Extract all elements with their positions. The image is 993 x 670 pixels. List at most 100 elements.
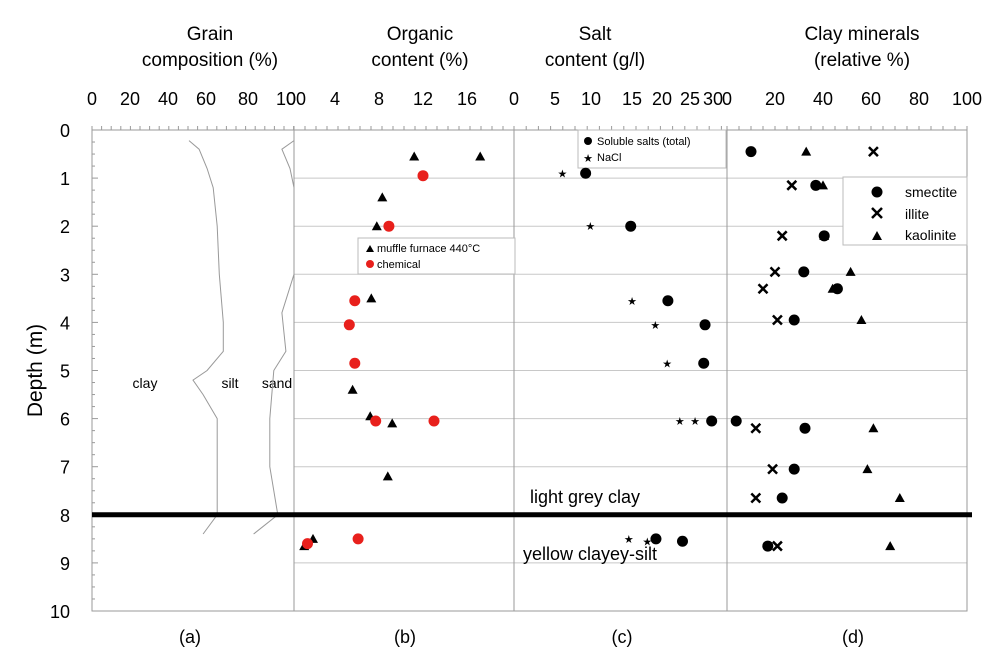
boundary-label-below: yellow clayey-silt [523, 544, 657, 564]
series-muffle-furnace-440-c [299, 151, 486, 551]
series-nacl: ★ ★ ★ ★ ★ ★ ★ ★ ★ [557, 168, 700, 548]
star-point: ★ [627, 296, 637, 308]
legend-x-icon [871, 207, 883, 219]
legend-star-icon: ★ [583, 153, 593, 165]
legend-circle-icon [584, 137, 592, 145]
x-tick-label: 10 [581, 89, 601, 109]
x-tick-label: 30 [703, 89, 723, 109]
circle-point [699, 319, 711, 331]
x-tick-label: 12 [413, 89, 433, 109]
y-tick-label: 2 [60, 217, 70, 237]
boundary-line [188, 140, 224, 535]
star-point: ★ [642, 536, 652, 548]
x-tick-label: 20 [652, 89, 672, 109]
legend-label: chemical [377, 259, 420, 271]
triangle-point [409, 151, 420, 161]
x-point [769, 266, 781, 278]
circle-point [788, 463, 800, 475]
legend-label: Soluble salts (total) [597, 136, 691, 148]
panel-d: Clay minerals (relative %) 0 20 40 60 80 100 (d)… [722, 24, 982, 647]
x-tick-label: 100 [952, 89, 982, 109]
zone-label: silt [221, 375, 238, 391]
triangle-point [475, 151, 486, 161]
triangle-point [868, 423, 879, 433]
circle-point [776, 492, 788, 504]
circle-point [302, 538, 313, 550]
circle-point [788, 314, 800, 326]
circle-point [730, 415, 742, 427]
y-tick-label: 9 [60, 554, 70, 574]
depth-axis: 0 1 2 3 4 5 6 7 8 9 10 Depth (m) [24, 121, 968, 622]
x-tick-label: 16 [457, 89, 477, 109]
x-tick-label: 100 [276, 89, 306, 109]
boundary-label-above: light grey clay [530, 487, 640, 507]
x-tick-label: 0 [87, 89, 97, 109]
legend-box [842, 176, 968, 246]
panel-letter: (a) [179, 627, 201, 647]
circle-point [370, 415, 382, 427]
x-tick-label: 80 [238, 89, 258, 109]
x-tick-label: 8 [374, 89, 384, 109]
legend-label: smectite [905, 184, 957, 200]
y-tick-label: 4 [60, 313, 70, 333]
circle-point [352, 533, 364, 545]
x-tick-label: 60 [861, 89, 881, 109]
triangle-point [371, 221, 382, 231]
triangle-point [827, 283, 838, 293]
triangle-point [366, 293, 377, 303]
x-tick-label: 80 [909, 89, 929, 109]
circle-point [706, 415, 718, 427]
legend-triangle-icon [366, 245, 374, 252]
y-axis-label: Depth (m) [24, 324, 47, 417]
series-kaolinite [801, 146, 905, 551]
triangle-point [845, 266, 856, 276]
panel-title: Organic [387, 24, 454, 45]
panel-title: Clay minerals [804, 24, 919, 45]
circle-point [762, 540, 774, 552]
circle-point [625, 220, 637, 232]
zone-label: sand [262, 375, 292, 391]
triangle-point [818, 180, 828, 190]
circle-point [798, 266, 810, 278]
y-tick-label: 1 [60, 169, 70, 189]
x-point [868, 146, 879, 158]
circle-point [343, 319, 355, 331]
panel-letter: (b) [394, 627, 416, 647]
legend: smectite illite kaolinite [842, 176, 968, 246]
triangle-point [382, 471, 393, 481]
triangle-point [801, 146, 812, 156]
panel-title: content (g/l) [545, 50, 645, 71]
triangle-point [862, 464, 873, 474]
series-illite [750, 146, 879, 552]
x-tick-label: 20 [120, 89, 140, 109]
legend-label: muffle furnace 440°C [377, 243, 480, 255]
x-tick-label: 0 [286, 89, 296, 109]
legend-circle-icon [366, 260, 374, 268]
x-point [757, 283, 769, 295]
star-point: ★ [624, 534, 634, 546]
panel-title: content (%) [371, 50, 468, 71]
x-tick-label: 60 [196, 89, 216, 109]
x-point [786, 179, 798, 191]
legend-circle-icon [871, 186, 883, 198]
legend-label: kaolinite [905, 227, 957, 243]
circle-point [650, 533, 662, 545]
boundary-line [253, 140, 295, 535]
panel-title: composition (%) [142, 50, 278, 71]
star-point: ★ [675, 416, 685, 428]
x-tick-label: 40 [158, 89, 178, 109]
triangle-point [387, 418, 398, 428]
legend: Soluble salts (total) ★ NaCl [577, 129, 727, 169]
panel-a: Grain composition (%) 0 20 40 60 80 100 (a) clay s… [87, 24, 306, 647]
y-tick-label: 6 [60, 410, 70, 430]
star-point: ★ [662, 358, 672, 370]
triangle-point [819, 230, 830, 240]
y-tick-label: 7 [60, 458, 70, 478]
circle-point [580, 167, 592, 179]
circle-point [810, 179, 822, 191]
y-tick-label: 0 [60, 121, 70, 141]
legend: muffle furnace 440°C chemical [357, 237, 516, 275]
x-point [776, 230, 788, 242]
x-point [767, 463, 778, 475]
y-tick-label: 3 [60, 265, 70, 285]
